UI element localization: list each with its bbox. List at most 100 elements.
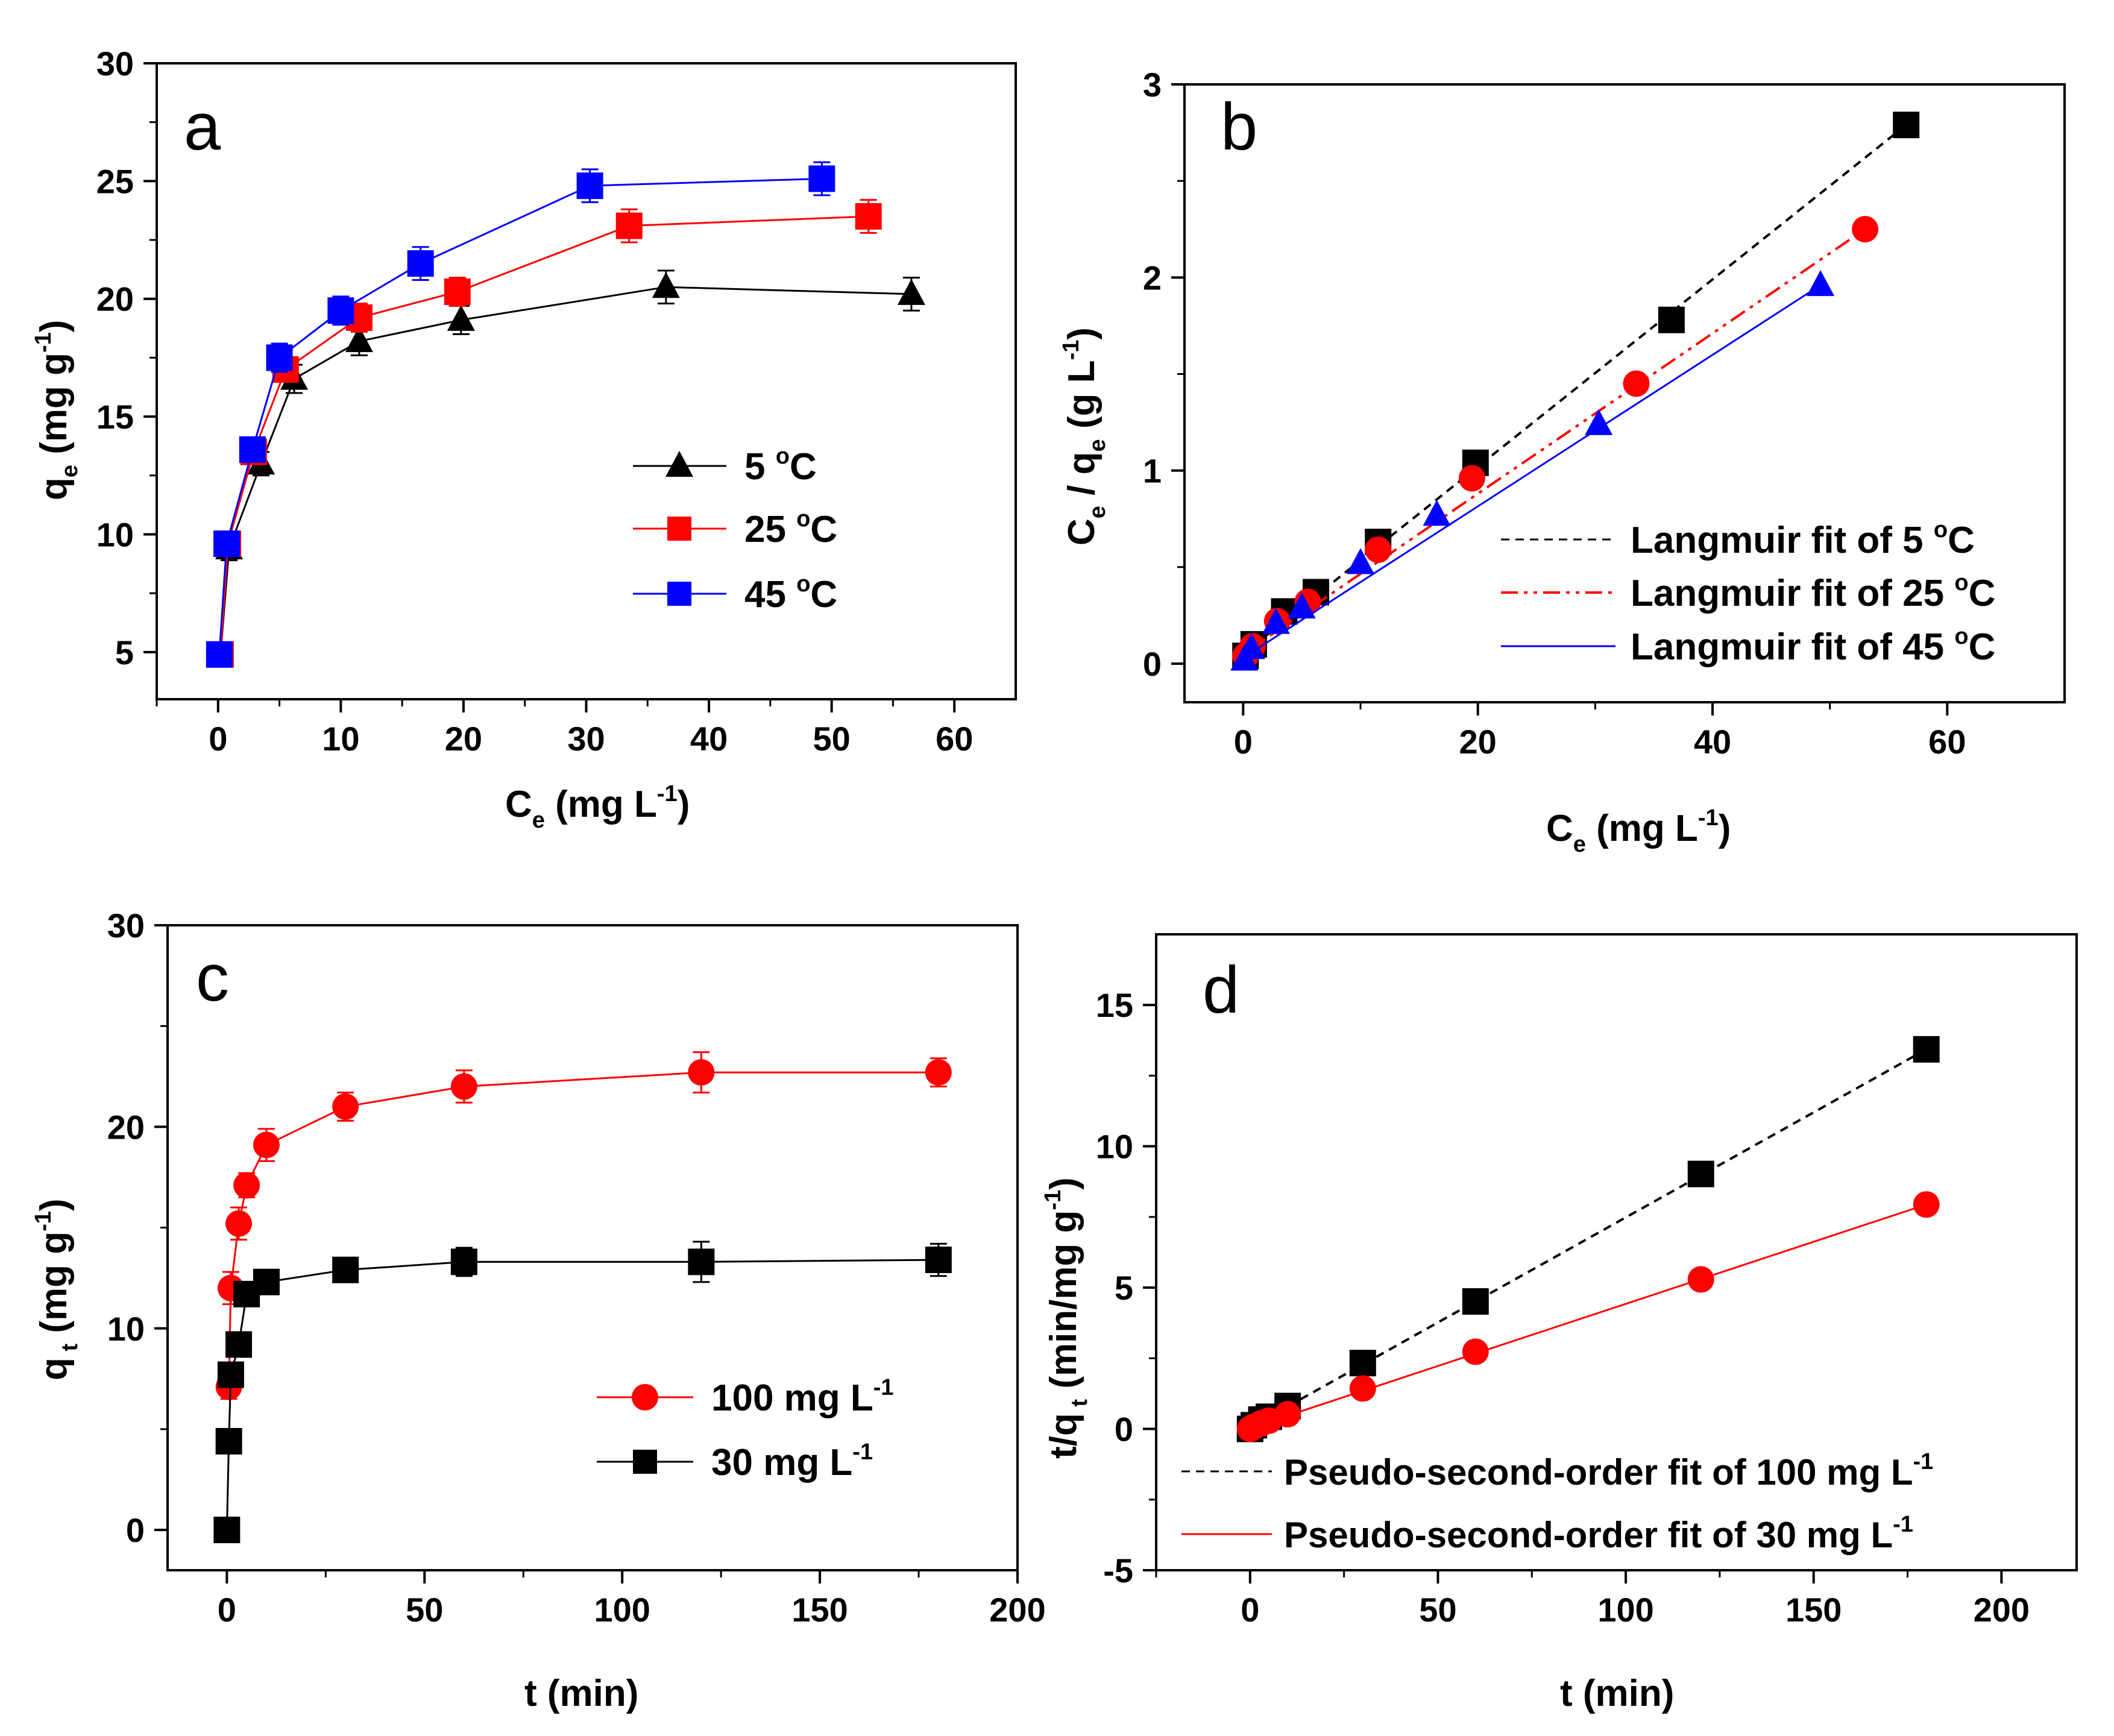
panel-a-legend: 5 oC 25 oC 45 oC — [633, 444, 837, 615]
x-tick-label: 40 — [1694, 723, 1731, 761]
panel-c-series-1-point — [213, 1517, 241, 1544]
panel-d-marks — [1236, 1036, 1940, 1442]
panel-c-series-0-point — [688, 1059, 715, 1086]
panel-a-series-1-line — [219, 215, 869, 655]
panel-c-series-0-point — [253, 1131, 280, 1159]
x-tick-label: 200 — [1974, 1591, 2030, 1629]
y-tick-label: 2 — [1143, 259, 1162, 297]
panel-d-legend: Pseudo-second-order fit of 100 mg L-1 Ps… — [1181, 1449, 1933, 1555]
panel-a-series-2-point — [808, 165, 835, 192]
panel-c-marks — [213, 1051, 952, 1544]
panel-c-series-1-point — [215, 1428, 242, 1455]
legend-langmuir-25c-label: Langmuir fit of 25 oC — [1631, 570, 1995, 614]
panel-c-x-axis-label: t (min) — [524, 1673, 638, 1714]
panel-c-kinetics: c 0 50 100 150 200 0 10 20 30 t (min) q t (mg g-… — [31, 907, 1046, 1714]
panel-c-series-0-line — [228, 1071, 939, 1387]
x-tick-label: 50 — [406, 1591, 443, 1629]
panel-b-series-2-point — [1585, 409, 1613, 435]
x-tick-label: 40 — [690, 720, 728, 758]
x-tick-label: 50 — [813, 720, 850, 758]
legend-langmuir-45c-label: Langmuir fit of 45 oC — [1631, 624, 1995, 668]
y-tick-label: 1 — [1143, 452, 1162, 490]
panel-d-pseudo-second-order: d 0 50 100 150 200 -5 0 5 10 15 t (min) t/q t (mi… — [1040, 933, 2078, 1714]
panel-a-y-axis-label: qe (mg g-1) — [31, 320, 83, 500]
x-tick-label: 10 — [322, 720, 359, 758]
panel-b-series-1-point — [1365, 536, 1392, 563]
x-tick-label: 60 — [936, 720, 973, 758]
panel-c-ticks: 0 50 100 150 200 0 10 20 30 — [107, 907, 1046, 1629]
x-tick-label: 100 — [594, 1591, 650, 1629]
panel-a-series-2-line — [218, 177, 822, 655]
panel-b-series-2-point — [1237, 633, 1265, 659]
panel-c-series-1-point — [925, 1247, 952, 1274]
legend-25c-square-marker — [667, 517, 691, 541]
panel-c-series-0-point — [332, 1093, 359, 1120]
panel-c-legend: 100 mg L-1 30 mg L-1 — [597, 1375, 894, 1483]
x-tick-label: 20 — [445, 720, 482, 758]
x-tick-label: 100 — [1597, 1591, 1653, 1629]
panel-c-letter: c — [196, 941, 229, 1015]
legend-30mg-label: 30 mg L-1 — [711, 1439, 873, 1483]
y-tick-label: 10 — [1096, 1128, 1133, 1166]
panel-c-series-1-point — [332, 1256, 359, 1283]
panel-a-series-1-point — [615, 212, 643, 239]
x-tick-label: 0 — [218, 1591, 236, 1629]
panel-a-isotherm: a 0 10 20 30 40 50 60 5 10 15 20 25 30 Ce (mg L-1) q… — [31, 45, 1017, 833]
y-tick-label: 0 — [1143, 645, 1162, 683]
panel-b-series-2-point — [1807, 270, 1835, 297]
legend-pso-100mg-label: Pseudo-second-order fit of 100 mg L-1 — [1284, 1449, 1933, 1492]
panel-b-series-0-fit-line — [1242, 124, 1907, 655]
panel-a-series-2-point — [239, 436, 266, 463]
x-tick-label: 50 — [1419, 1591, 1456, 1629]
x-tick-label: 0 — [1241, 1591, 1259, 1629]
panel-b-letter: b — [1221, 90, 1257, 164]
panel-b-series-0-point — [1893, 112, 1920, 139]
y-tick-label: 25 — [96, 162, 134, 200]
panel-b-series-1-point — [1852, 216, 1879, 243]
panel-d-series-1-point — [1462, 1338, 1489, 1365]
panel-b-series-2-point — [1347, 548, 1374, 574]
x-tick-label: 30 — [567, 720, 605, 758]
panel-a-series-2-point — [576, 172, 603, 200]
panel-b-y-axis-label: Ce / qe (g L-1) — [1059, 327, 1110, 546]
panel-c-series-0-point — [225, 1210, 253, 1237]
y-tick-label: 30 — [107, 907, 145, 945]
legend-100mg-circle-marker — [632, 1384, 658, 1410]
panel-a-letter: a — [184, 90, 221, 164]
panel-c-plot-frame — [166, 924, 1019, 1571]
panel-d-series-0-point — [1913, 1036, 1940, 1063]
panel-d-plot-frame — [1155, 933, 2078, 1571]
legend-5c-triangle-marker — [665, 451, 693, 477]
panel-a-series-0-point — [345, 326, 373, 353]
y-tick-label: 10 — [96, 515, 134, 553]
y-tick-label: 20 — [107, 1108, 145, 1146]
panel-d-series-0-point — [1462, 1288, 1489, 1315]
panel-b-marks — [1230, 112, 1920, 671]
x-tick-label: 0 — [209, 720, 227, 758]
legend-45c-label: 45 oC — [744, 571, 837, 615]
legend-100mg-label: 100 mg L-1 — [711, 1375, 894, 1419]
x-tick-label: 150 — [791, 1591, 848, 1629]
panel-d-series-0-point — [1349, 1350, 1376, 1377]
panel-c-y-axis-label: q t (mg g-1) — [31, 1198, 83, 1380]
panel-b-series-1-point — [1458, 465, 1485, 492]
panel-a-series-1-point — [855, 203, 882, 230]
panel-a-series-2-point — [213, 530, 241, 558]
panel-a-series-2-point — [206, 641, 233, 668]
panel-c-series-0-point — [450, 1073, 477, 1100]
y-tick-label: 0 — [1115, 1410, 1133, 1448]
panel-c-series-1-point — [253, 1268, 280, 1295]
y-tick-label: 30 — [96, 45, 134, 83]
panel-d-series-1-point — [1687, 1266, 1714, 1293]
x-tick-label: 200 — [989, 1591, 1045, 1629]
panel-b-series-2-fit-line — [1242, 284, 1821, 659]
x-tick-label: 150 — [1785, 1591, 1842, 1629]
panel-b-series-1-point — [1623, 370, 1650, 397]
panel-d-y-axis-label: t/q t (min/mg g-1) — [1040, 1177, 1092, 1459]
panel-b-plot-frame — [1183, 83, 2066, 703]
panel-c-series-0-point — [233, 1172, 260, 1199]
legend-pso-30mg-label: Pseudo-second-order fit of 30 mg L-1 — [1284, 1512, 1913, 1555]
legend-langmuir-5c-label: Langmuir fit of 5 oC — [1631, 517, 1975, 561]
y-tick-label: 5 — [1115, 1269, 1133, 1307]
